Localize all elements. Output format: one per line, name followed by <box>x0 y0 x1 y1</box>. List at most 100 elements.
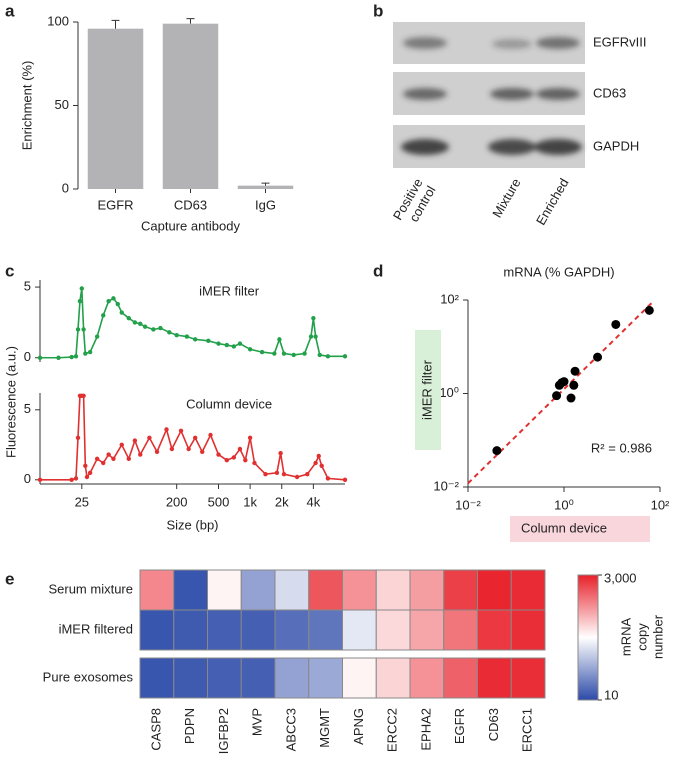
heat-cell <box>207 569 242 611</box>
column-label: MGMT <box>317 708 332 748</box>
y-axis-label: iMER filter <box>419 359 434 420</box>
column-label: PDPN <box>182 708 197 744</box>
lane-label: Mixture <box>489 176 523 220</box>
x-axis-label: Capture antibody <box>141 218 241 233</box>
trace-point <box>263 472 268 477</box>
trace-point <box>325 476 331 481</box>
column-label: CASP8 <box>148 708 163 751</box>
heat-cell <box>173 657 208 699</box>
x-tick-label: 1k <box>243 494 257 509</box>
y-tick-label: 0 <box>62 180 69 195</box>
trace-point <box>192 337 198 342</box>
y-tick-label: 0 <box>24 471 31 486</box>
trace-point <box>151 327 156 332</box>
bar <box>237 185 294 189</box>
y-tick-label: 0 <box>24 349 31 364</box>
x-tick-label: 4k <box>307 494 321 509</box>
heat-cell <box>173 569 208 611</box>
trace-point <box>308 334 314 339</box>
heat-cell <box>409 657 445 699</box>
trace-point <box>184 334 190 339</box>
column-label: ERCC1 <box>520 708 535 752</box>
trace-point <box>311 315 316 321</box>
panel-label: a <box>5 1 15 20</box>
fit-line <box>467 301 654 485</box>
trace-point <box>278 451 283 456</box>
band <box>490 88 534 100</box>
y-tick-label: 5 <box>24 401 31 416</box>
trace-point <box>247 347 253 352</box>
blot-row-label: GAPDH <box>593 138 639 153</box>
heat-cell <box>375 657 411 699</box>
band <box>536 88 580 100</box>
trace-point <box>247 435 253 440</box>
trace-point <box>37 477 43 482</box>
heat-cell <box>139 569 175 611</box>
colorbar-label: copy <box>634 623 649 651</box>
trace-point <box>281 351 287 356</box>
heat-cell <box>207 609 242 651</box>
heat-cell <box>477 657 512 699</box>
trace-point <box>106 299 111 304</box>
point <box>611 319 621 329</box>
heat-cell <box>342 569 377 611</box>
trace-point <box>231 344 237 349</box>
trace-point <box>81 327 86 332</box>
x-axis-label: Column device <box>521 520 607 535</box>
trace-point <box>274 470 280 475</box>
trace-point <box>224 458 230 463</box>
band <box>488 139 536 155</box>
row-label: iMER filtered <box>59 621 133 636</box>
trace-point <box>252 460 257 466</box>
trace-point <box>154 449 160 454</box>
heat-cell <box>375 569 411 611</box>
trace-point <box>77 299 83 304</box>
heat-cell <box>207 657 242 699</box>
trace-point <box>138 452 143 457</box>
trace-point <box>111 456 116 461</box>
x-tick-label: 25 <box>75 494 89 509</box>
trace-point <box>319 463 324 468</box>
trace-point <box>84 474 90 480</box>
trace-point <box>132 320 138 325</box>
trace-point <box>272 351 277 356</box>
trace-point <box>87 349 93 355</box>
x-tick-label: IgG <box>255 197 276 212</box>
heat-cell <box>240 569 276 611</box>
trace-point <box>94 334 100 339</box>
heat-cell <box>274 609 310 651</box>
trace-point <box>186 446 191 452</box>
y-tick-label: 10⁻² <box>433 478 459 493</box>
trace-point <box>83 351 88 356</box>
column-label: ERCC2 <box>385 708 400 752</box>
colorbar-tick-label: 3,000 <box>604 570 637 585</box>
trace-point <box>119 310 124 315</box>
trace-point <box>342 354 348 359</box>
trace-point <box>147 435 152 440</box>
point <box>593 352 603 362</box>
colorbar-tick-label: 10 <box>604 687 618 702</box>
trace-point <box>126 456 131 461</box>
trace-point <box>302 351 307 356</box>
x-tick-label: 10² <box>651 497 670 512</box>
heat-cell <box>443 569 478 611</box>
bar <box>162 23 219 190</box>
heat-cell <box>477 609 512 651</box>
heat-cell <box>342 657 377 699</box>
trace-point <box>79 286 85 291</box>
error-bar <box>111 19 120 29</box>
trace-point <box>169 446 175 452</box>
trace-point <box>174 332 179 338</box>
y-tick-label: 10⁰ <box>439 385 459 400</box>
trace-point <box>317 352 322 358</box>
trace-point <box>313 460 318 466</box>
blot-row-label: EGFRvIII <box>593 34 646 49</box>
heat-cell <box>510 657 546 699</box>
y-axis-label: Fluorescence (a.u.) <box>3 346 18 458</box>
trace-point <box>83 463 88 468</box>
row-label: Serum mixture <box>48 581 133 596</box>
trace-point <box>200 449 205 454</box>
heat-cell <box>139 657 175 699</box>
trace-point <box>119 442 124 447</box>
panel-label: d <box>373 261 383 280</box>
